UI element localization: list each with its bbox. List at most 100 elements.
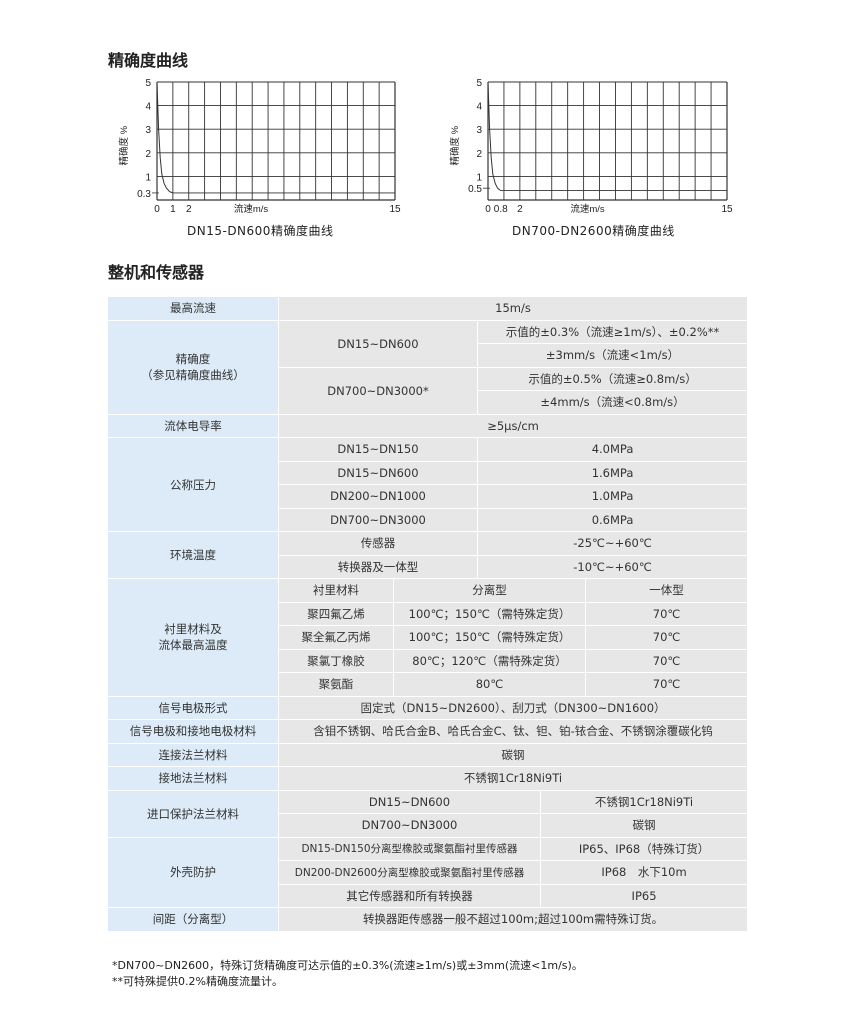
x-axis-label: 流速m/s — [570, 203, 605, 215]
cell: 0.6MPa — [476, 507, 749, 532]
x-tick-label: 0.8 — [494, 204, 508, 215]
cell: 80℃；120℃（需特殊定货） — [393, 648, 586, 673]
y-tick-label: 2 — [476, 149, 482, 160]
spec-table: 最高流速 15m/s 精确度 （参见精确度曲线） DN15~DN600 示值的±0.3… — [107, 296, 749, 932]
cell: 含钼不锈钢、哈氏合金B、哈氏合金C、钛、钽、铂-铱合金、不锈钢涂覆碳化钨 — [277, 719, 749, 744]
cell: 一体型 — [584, 578, 749, 603]
table-row: ±3mm/s（流速<1m/s） — [108, 343, 749, 368]
cell: 不锈钢1Cr18Ni9Ti — [539, 789, 749, 814]
cell: DN15~DN150 — [278, 437, 478, 462]
table-row: 连接法兰材料 碳钢 — [107, 742, 749, 767]
row-label: 公称压力 — [107, 437, 279, 532]
table-row: DN15~DN600 1.6MPa — [108, 460, 749, 485]
cell: 70℃ — [584, 672, 749, 697]
row-label: 环境温度 — [107, 531, 279, 579]
cell: 传感器 — [278, 531, 478, 556]
cell: DN200-DN2600分离型橡胶或聚氨酯衬里传感器 — [278, 860, 541, 885]
x-tick-label: 0 — [485, 204, 491, 215]
cell: 70℃ — [584, 601, 749, 626]
y-axis-label: 精确度 % — [449, 125, 461, 165]
section-title-machine-sensor: 整机和传感器 — [108, 263, 205, 282]
y-tick-label: 3 — [476, 125, 482, 136]
row-label: 接地法兰材料 — [107, 766, 279, 791]
footnote: *DN700~DN2600，特殊订货精确度可达示值的±0.3%(流速≥1m/s)… — [112, 959, 583, 972]
y-tick-label: 2 — [145, 149, 151, 160]
table-row: 聚全氟乙丙烯 100℃；150℃（需特殊定货） 70℃ — [108, 625, 749, 650]
cell: 示值的±0.3%（流速≥1m/s）、±0.2%** — [476, 319, 749, 344]
row-label: 信号电极形式 — [107, 695, 279, 720]
table-row: 聚四氟乙烯 100℃；150℃（需特殊定货） 70℃ — [108, 601, 749, 626]
cell: 聚氨酯 — [278, 672, 394, 697]
cell: 不锈钢1Cr18Ni9Ti — [277, 766, 749, 791]
cell: 分离型 — [393, 578, 586, 603]
cell: 转换器及一体型 — [278, 554, 478, 579]
cell: DN15~DN600 — [278, 319, 478, 368]
y-tick-label: 3 — [145, 125, 151, 136]
cell: 示值的±0.5%（流速≥0.8m/s） — [476, 366, 749, 391]
table-row: DN200~DN1000 1.0MPa — [108, 484, 749, 509]
y-tick-label: 1 — [476, 172, 482, 183]
cell: 聚氯丁橡胶 — [278, 648, 394, 673]
cell: 聚四氟乙烯 — [278, 601, 394, 626]
table-row: 间距（分离型） 转换器距传感器一般不超过100m;超过100m需特殊订货。 — [107, 907, 749, 932]
cell: -25℃~+60℃ — [476, 531, 749, 556]
cell: IP65 — [539, 883, 749, 908]
table-row: 接地法兰材料 不锈钢1Cr18Ni9Ti — [107, 766, 749, 791]
cell: 碳钢 — [277, 742, 749, 767]
table-row: 其它传感器和所有转换器 IP65 — [108, 883, 749, 908]
row-label: 连接法兰材料 — [107, 742, 279, 767]
cell: DN15~DN600 — [278, 789, 541, 814]
y-tick-label: 0.5 — [468, 184, 482, 195]
table-row: 聚氯丁橡胶 80℃；120℃（需特殊定货） 70℃ — [108, 648, 749, 673]
accuracy-curve — [487, 81, 502, 191]
label-line: 精确度 — [175, 352, 211, 366]
y-tick-label: 4 — [476, 102, 482, 113]
x-tick-label: 1 — [170, 204, 176, 215]
row-label: 精确度 （参见精确度曲线） — [107, 319, 279, 415]
section-title-accuracy-curve: 精确度曲线 — [108, 51, 189, 70]
cell: 100℃；150℃（需特殊定货） — [393, 601, 586, 626]
y-axis-label: 精确度 % — [118, 125, 130, 165]
label-line: 流体最高温度 — [158, 638, 228, 653]
label-line: 衬里材料及 — [164, 622, 222, 637]
cell: 70℃ — [584, 648, 749, 673]
x-tick-label: 15 — [389, 204, 401, 215]
table-row: 精确度 （参见精确度曲线） DN15~DN600 示值的±0.3%（流速≥1m/s）… — [107, 319, 749, 415]
y-tick-label: 5 — [476, 78, 482, 89]
cell: DN15~DN600 — [278, 460, 478, 485]
footnotes: *DN700~DN2600，特殊订货精确度可达示值的±0.3%(流速≥1m/s)… — [112, 958, 583, 990]
row-label: 间距（分离型） — [107, 907, 279, 932]
row-label: 最高流速 — [107, 296, 279, 321]
chart-title: DN15-DN600精确度曲线 — [187, 224, 334, 238]
cell: ≥5μs/cm — [277, 413, 749, 438]
table-row: 信号电极和接地电极材料 含钼不锈钢、哈氏合金B、哈氏合金C、钛、钽、铂-铱合金、不… — [107, 719, 749, 744]
table-row: DN700~DN3000 碳钢 — [108, 813, 749, 838]
cell: IP65、IP68（特殊订货） — [539, 836, 749, 861]
table-row: 最高流速 15m/s — [107, 296, 749, 321]
cell: IP68 水下10m — [539, 860, 749, 885]
cell: DN15-DN150分离型橡胶或聚氨酯衬里传感器 — [278, 836, 541, 861]
table-row: 衬里材料及 流体最高温度 衬里材料 分离型 一体型 — [107, 578, 749, 697]
row-label: 流体电导率 — [107, 413, 279, 438]
y-tick-label: 4 — [145, 102, 151, 113]
cell: 衬里材料 — [278, 578, 394, 603]
x-tick-label: 15 — [721, 204, 733, 215]
cell: ±4mm/s（流速<0.8m/s） — [476, 390, 749, 415]
cell: 1.0MPa — [476, 484, 749, 509]
cell: 碳钢 — [539, 813, 749, 838]
row-label: 进口保护法兰材料 — [107, 789, 279, 838]
y-tick-label: 0.3 — [137, 189, 151, 200]
accuracy-curve — [156, 81, 174, 194]
row-label: 衬里材料及 流体最高温度 — [107, 578, 279, 697]
label-line: （参见精确度曲线） — [141, 368, 245, 382]
cell: 80℃ — [393, 672, 586, 697]
accuracy-chart-dn700-dn2600: 5 4 3 2 10.50 0.8 2 15 流速m/s 精确度 % — [449, 78, 733, 215]
cell: 其它传感器和所有转换器 — [278, 883, 541, 908]
cell: 聚全氟乙丙烯 — [278, 625, 394, 650]
table-row: 公称压力 DN15~DN150 4.0MPa — [107, 437, 749, 532]
cell: DN700~DN3000 — [278, 507, 478, 532]
cell: -10℃~+60℃ — [476, 554, 749, 579]
x-tick-label: 2 — [517, 204, 523, 215]
